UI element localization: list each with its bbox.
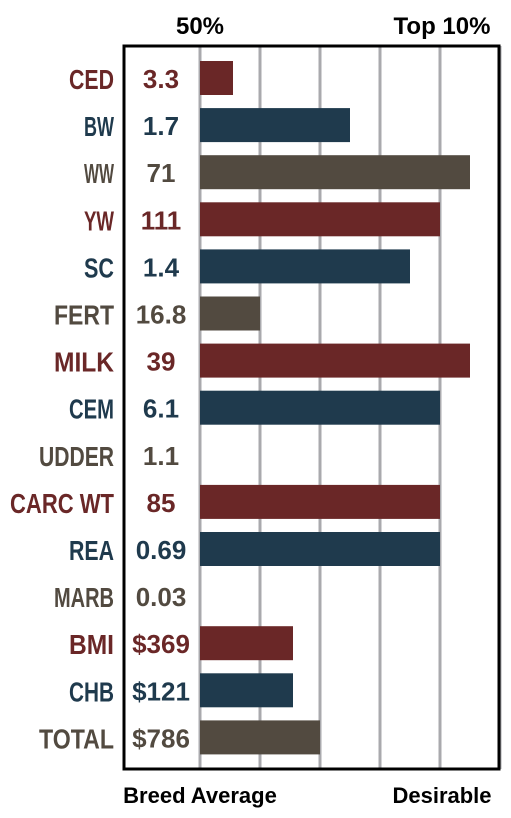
trait-label-sc: SC	[84, 252, 114, 283]
bar-carc-wt	[200, 484, 440, 519]
trait-label-bw: BW	[84, 111, 114, 142]
trait-label-carc-wt: CARC WT	[10, 488, 114, 519]
value-label-chb: $121	[132, 676, 190, 706]
top-label-right: Top 10%	[394, 13, 491, 40]
bar-ced	[200, 61, 233, 95]
value-label-bmi: $369	[132, 629, 190, 659]
value-label-bw: 1.7	[143, 111, 179, 141]
value-label-rea: 0.69	[136, 535, 187, 565]
bar-cem	[200, 390, 440, 425]
bar-milk	[200, 343, 470, 378]
trait-label-rea: REA	[69, 535, 114, 566]
bar-rea	[200, 532, 440, 566]
trait-label-yw: YW	[84, 205, 114, 236]
value-label-udder: 1.1	[143, 441, 179, 471]
trait-label-total: TOTAL	[39, 723, 114, 754]
value-label-total: $786	[132, 723, 190, 753]
bar-sc	[200, 249, 410, 284]
value-label-marb: 0.03	[136, 582, 187, 612]
bar-fert	[200, 296, 260, 331]
value-label-sc: 1.4	[143, 252, 180, 282]
trait-label-milk: MILK	[54, 347, 114, 378]
value-label-fert: 16.8	[136, 300, 187, 330]
value-label-carc-wt: 85	[147, 488, 176, 518]
trait-label-udder: UDDER	[39, 441, 114, 472]
value-label-ced: 3.3	[143, 64, 179, 94]
bar-yw	[200, 202, 440, 237]
bottom-label-right: Desirable	[392, 783, 491, 808]
value-label-yw: 111	[141, 205, 182, 235]
value-label-ww: 71	[147, 158, 176, 188]
trait-label-cem: CEM	[69, 394, 114, 425]
value-label-cem: 6.1	[143, 394, 179, 424]
bars	[200, 61, 470, 755]
bar-bw	[200, 108, 350, 143]
trait-label-marb: MARB	[54, 582, 114, 613]
bar-bmi	[200, 626, 293, 661]
top-label-left: 50%	[176, 13, 224, 40]
chart-frame	[122, 44, 501, 771]
bar-total	[200, 720, 320, 755]
trait-label-chb: CHB	[69, 676, 114, 707]
bottom-label-left: Breed Average	[123, 783, 277, 808]
bar-chb	[200, 673, 293, 708]
trait-label-bmi: BMI	[69, 629, 114, 660]
row-labels: CED 3.3 BW 1.7 WW 71 YW 111 SC 1.4 FERT 16.8 MILK 39 C…	[10, 64, 190, 754]
trait-label-fert: FERT	[54, 300, 114, 331]
bar-ww	[200, 155, 470, 190]
trait-label-ww: WW	[84, 158, 114, 189]
value-label-milk: 39	[147, 347, 176, 377]
trait-label-ced: CED	[69, 64, 114, 95]
